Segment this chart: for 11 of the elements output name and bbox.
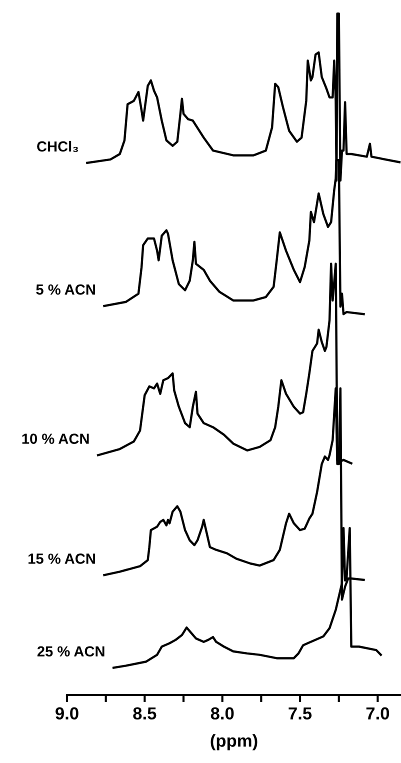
x-tick-label: 7.5: [288, 707, 312, 720]
x-axis-title: (ppm): [210, 734, 258, 750]
series-label: 25 % ACN: [37, 646, 104, 657]
x-tick-label: 9.0: [56, 707, 78, 720]
x-tick-label: 8.0: [210, 707, 234, 720]
series-label: 5 % ACN: [36, 284, 95, 295]
series-label: CHCl₃: [37, 140, 78, 152]
x-tick-label: 7.0: [366, 707, 390, 720]
series-label: 15 % ACN: [28, 554, 95, 564]
series-label: 10 % ACN: [22, 434, 89, 444]
x-tick-label: 8.5: [133, 707, 156, 720]
